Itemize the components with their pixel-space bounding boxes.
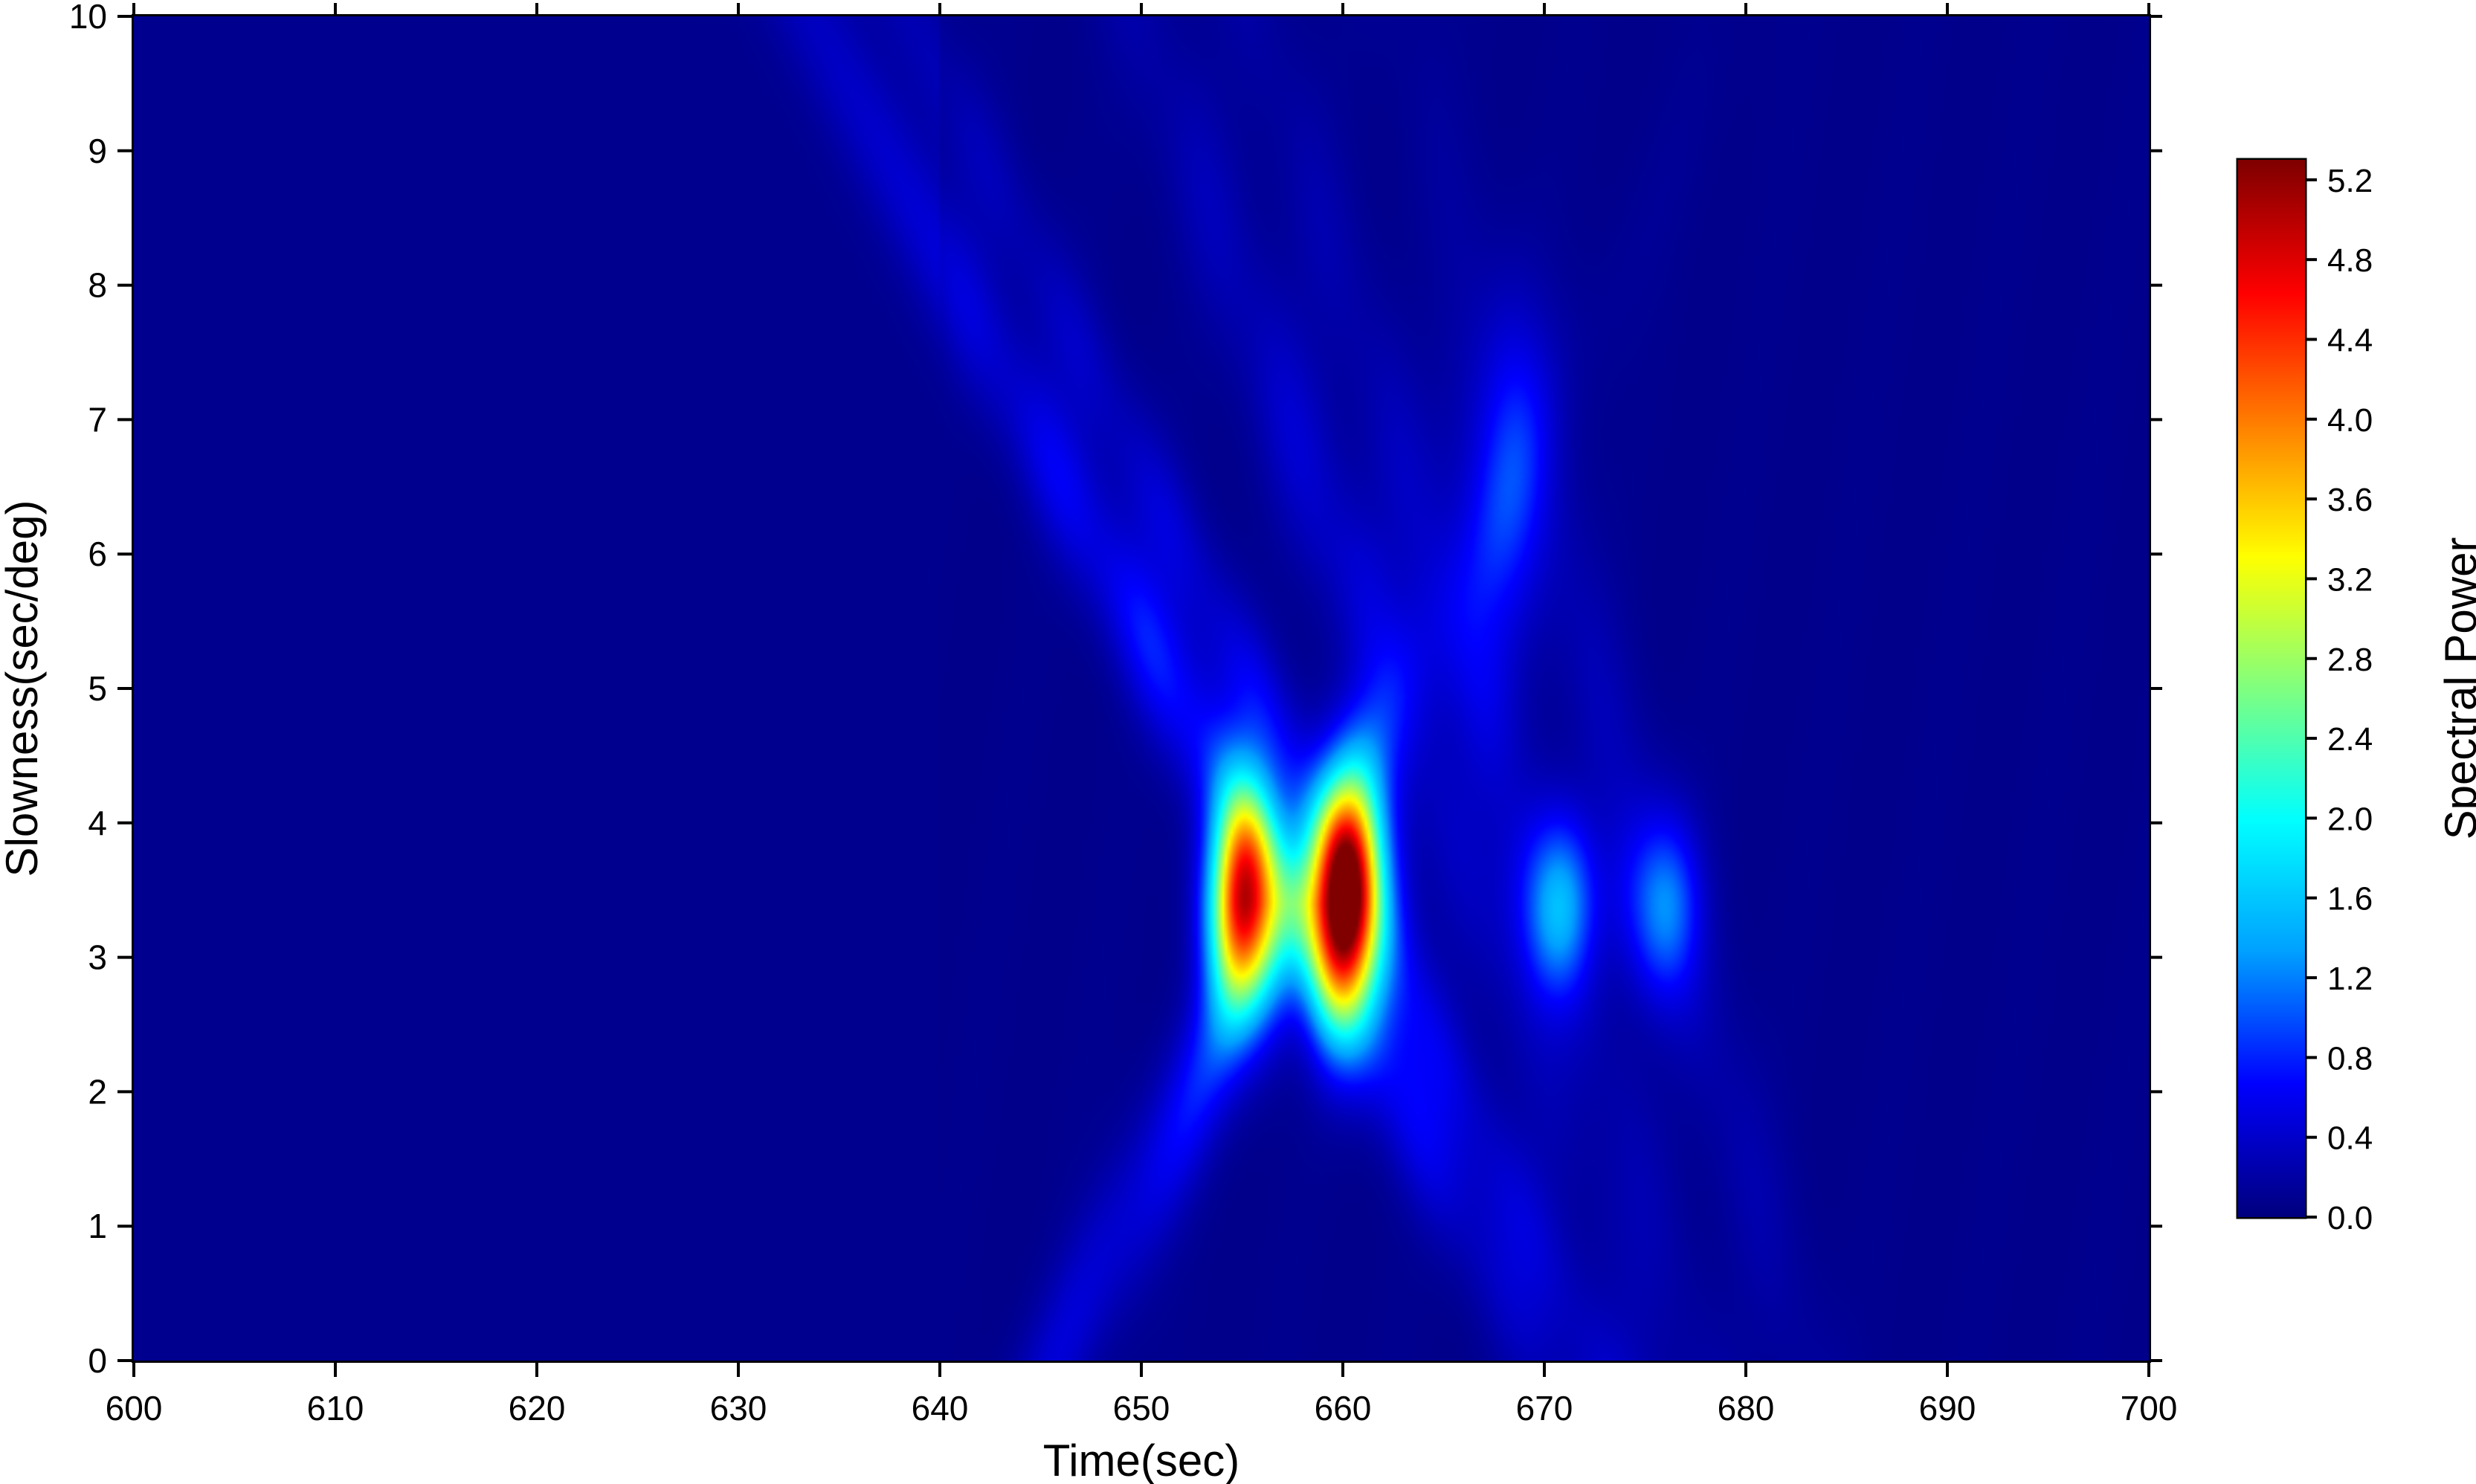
x-tick-label: 600: [106, 1389, 163, 1427]
y-axis-ticks: 0 1 2 3 4 5 6 7 8 9 10: [69, 0, 2162, 1380]
x-tick-label: 690: [1919, 1389, 1976, 1427]
colorbar-ticks: 0.0 0.4 0.8 1.2 1.6 2.0 2.4 2.8 3.2 3.6 4.0 4.4 4.8 5…: [2305, 163, 2373, 1236]
x-tick-label: 670: [1516, 1389, 1573, 1427]
colorbar-label: Spectral Power: [2436, 538, 2476, 840]
colorbar-tick-label: 4.0: [2327, 402, 2373, 439]
colorbar-tick-label: 3.2: [2327, 561, 2373, 598]
y-tick-label: 3: [88, 938, 107, 977]
colorbar-tick-label: 4.4: [2327, 322, 2373, 358]
y-tick-label: 8: [88, 266, 107, 305]
x-axis-label: Time(sec): [1043, 1436, 1239, 1484]
colorbar-tick-label: 4.8: [2327, 242, 2373, 279]
colorbar-tick-label: 3.6: [2327, 482, 2373, 518]
colorbar-tick-label: 5.2: [2327, 163, 2373, 199]
x-tick-label: 640: [912, 1389, 969, 1427]
colorbar-tick-label: 1.6: [2327, 881, 2373, 917]
x-tick-label: 650: [1113, 1389, 1170, 1427]
y-tick-label: 1: [88, 1207, 107, 1245]
x-tick-label: 620: [509, 1389, 566, 1427]
colorbar-tick-label: 0.0: [2327, 1200, 2373, 1236]
y-tick-label: 9: [88, 132, 107, 170]
colorbar-tick-label: 2.0: [2327, 801, 2373, 837]
x-tick-label: 700: [2121, 1389, 2178, 1427]
heatmap-image: [134, 16, 2149, 1361]
x-tick-label: 610: [307, 1389, 364, 1427]
y-tick-label: 7: [88, 400, 107, 439]
y-tick-label: 4: [88, 804, 107, 842]
x-tick-label: 660: [1315, 1389, 1372, 1427]
colorbar-tick-label: 0.4: [2327, 1120, 2373, 1157]
y-tick-label: 10: [69, 0, 107, 36]
colorbar-tick-label: 0.8: [2327, 1040, 2373, 1077]
y-tick-label: 0: [88, 1341, 107, 1380]
y-tick-label: 2: [88, 1072, 107, 1111]
y-axis-label: Slowness(sec/deg): [0, 500, 47, 877]
colorbar-tick-label: 1.2: [2327, 961, 2373, 997]
colorbar-gradient: [2238, 160, 2305, 1217]
colorbar-tick-label: 2.4: [2327, 721, 2373, 758]
x-tick-label: 680: [1718, 1389, 1775, 1427]
x-tick-label: 630: [710, 1389, 767, 1427]
x-axis-ticks: 600 610 620 630 640 650 660 670 680 690 700: [106, 3, 2178, 1427]
y-tick-label: 6: [88, 535, 107, 573]
colorbar-tick-label: 2.8: [2327, 642, 2373, 678]
y-tick-label: 5: [88, 669, 107, 708]
